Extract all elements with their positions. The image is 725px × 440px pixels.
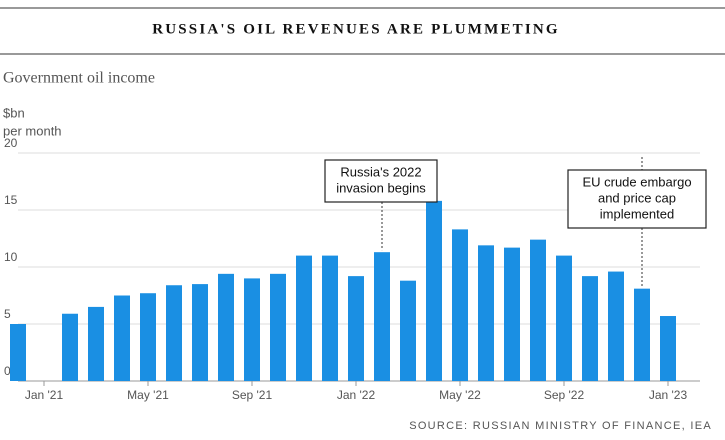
y-tick-label: 15 (4, 193, 18, 207)
bar (582, 276, 598, 381)
bar (270, 273, 286, 381)
annotation-text: and price cap (598, 190, 676, 205)
bar (608, 271, 624, 381)
x-tick-label: Jan '23 (649, 388, 688, 402)
bar (192, 284, 208, 381)
bar (374, 252, 390, 381)
bar (556, 255, 572, 381)
y-tick-label: 20 (4, 136, 18, 150)
bar (478, 245, 494, 381)
bar (400, 280, 416, 381)
bar (62, 313, 78, 381)
x-tick-label: Jan '22 (337, 388, 376, 402)
annotation-text: implemented (600, 206, 674, 221)
bar (166, 285, 182, 381)
bar (296, 255, 312, 381)
x-tick-label: Sep '22 (544, 388, 585, 402)
x-tick-label: Jan '21 (25, 388, 64, 402)
bar (504, 247, 520, 381)
bar (452, 229, 468, 381)
bar (88, 306, 104, 381)
y-tick-label: 0 (4, 364, 11, 378)
bar (114, 295, 130, 381)
y-tick-label: 10 (4, 250, 18, 264)
x-tick-label: May '21 (127, 388, 169, 402)
annotation-box (567, 169, 707, 229)
bar (244, 278, 260, 381)
x-tick-label: May '22 (439, 388, 481, 402)
bar (348, 276, 364, 381)
annotation-text: Russia's 2022 (340, 164, 421, 179)
y-axis-label: per month (3, 123, 62, 138)
bar (140, 293, 156, 381)
chart-subtitle: Government oil income (3, 70, 155, 87)
bar (426, 200, 442, 381)
chart-title: RUSSIA'S OIL REVENUES ARE PLUMMETING (152, 21, 560, 37)
bar (10, 324, 26, 381)
y-tick-label: 5 (4, 307, 11, 321)
bar (322, 255, 338, 381)
annotation-text: invasion begins (336, 180, 426, 195)
annotation-box (324, 159, 438, 203)
x-tick-label: Sep '21 (232, 388, 273, 402)
annotation-text: EU crude embargo (582, 174, 691, 189)
bar (634, 288, 650, 381)
bar (218, 273, 234, 381)
source-note: SOURCE: RUSSIAN MINISTRY OF FINANCE, IEA (409, 420, 712, 432)
y-axis-label: $bn (3, 105, 25, 120)
bar (530, 239, 546, 381)
bar (660, 316, 676, 381)
